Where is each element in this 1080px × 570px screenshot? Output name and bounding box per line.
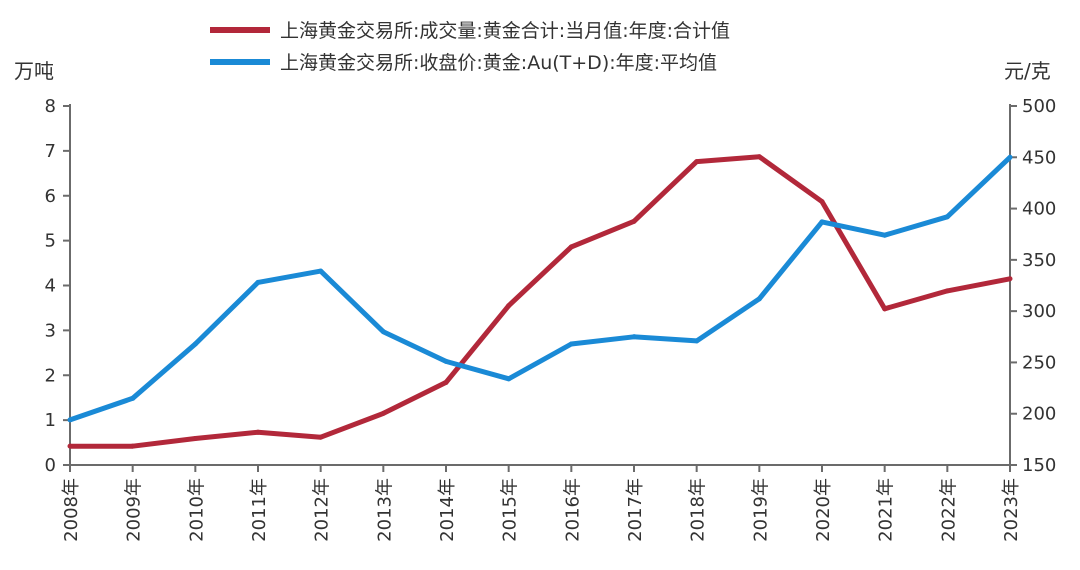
data-point-volume xyxy=(819,199,825,205)
legend-label-price: 上海黄金交易所:收盘价:黄金:Au(T+D):年度:平均值 xyxy=(280,52,717,74)
left-tick-label: 6 xyxy=(45,186,56,207)
data-point-price xyxy=(819,219,825,225)
data-point-volume xyxy=(944,288,950,294)
data-point-volume xyxy=(380,410,386,416)
legend: 上海黄金交易所:成交量:黄金合计:当月值:年度:合计值 上海黄金交易所:收盘价:… xyxy=(210,20,730,74)
right-tick-label: 300 xyxy=(1022,301,1056,322)
left-axis-unit: 万吨 xyxy=(14,59,54,83)
data-point-price xyxy=(1007,154,1013,160)
left-axis-ticks: 0 1 2 3 4 5 6 7 8 xyxy=(45,96,70,476)
data-point-price xyxy=(882,232,888,238)
x-axis-ticks: 2008年 2009年 2010年 2011年 2012年 2013年 2014年 2015年… xyxy=(61,465,1022,542)
x-tick-label: 2017年 xyxy=(625,478,646,542)
x-tick-label: 2020年 xyxy=(813,478,834,542)
data-point-volume xyxy=(506,303,512,309)
right-axis-ticks: 150 200 250 300 350 400 450 500 xyxy=(1010,96,1056,476)
left-tick-label: 2 xyxy=(45,365,56,386)
data-point-volume xyxy=(67,443,73,449)
data-point-volume xyxy=(882,306,888,312)
data-point-price xyxy=(631,334,637,340)
right-tick-label: 500 xyxy=(1022,96,1056,117)
data-point-price xyxy=(130,395,136,401)
x-tick-label: 2019年 xyxy=(750,478,771,542)
data-point-price xyxy=(67,417,73,423)
right-axis-unit: 元/克 xyxy=(1004,59,1051,83)
series-line-volume xyxy=(70,154,1011,449)
data-point-price xyxy=(756,296,762,302)
data-point-price xyxy=(944,214,950,220)
data-point-price xyxy=(506,376,512,382)
data-point-volume xyxy=(631,218,637,224)
data-point-volume xyxy=(1007,276,1013,282)
left-tick-label: 4 xyxy=(45,276,56,297)
x-tick-label: 2016年 xyxy=(562,478,583,542)
data-point-price xyxy=(380,329,386,335)
data-point-volume xyxy=(568,244,574,250)
series-layer xyxy=(67,154,1013,449)
data-point-volume xyxy=(130,443,136,449)
left-tick-label: 5 xyxy=(45,231,56,252)
x-tick-label: 2011年 xyxy=(249,478,270,542)
data-point-volume xyxy=(318,434,324,440)
x-tick-label: 2021年 xyxy=(876,478,897,542)
x-tick-label: 2012年 xyxy=(312,478,333,542)
data-point-volume xyxy=(756,154,762,160)
x-tick-label: 2014年 xyxy=(437,478,458,542)
right-tick-label: 200 xyxy=(1022,404,1056,425)
left-tick-label: 8 xyxy=(45,96,56,117)
right-tick-label: 250 xyxy=(1022,352,1056,373)
right-tick-label: 350 xyxy=(1022,250,1056,271)
data-point-price xyxy=(568,341,574,347)
x-tick-label: 2013年 xyxy=(374,478,395,542)
data-point-volume xyxy=(192,436,198,442)
right-tick-label: 400 xyxy=(1022,199,1056,220)
x-tick-label: 2010年 xyxy=(186,478,207,542)
data-point-price xyxy=(694,338,700,344)
right-tick-label: 150 xyxy=(1022,455,1056,476)
legend-label-volume: 上海黄金交易所:成交量:黄金合计:当月值:年度:合计值 xyxy=(280,20,730,42)
x-tick-label: 2023年 xyxy=(1001,478,1022,542)
x-tick-label: 2018年 xyxy=(688,478,709,542)
x-tick-label: 2015年 xyxy=(500,478,521,542)
x-tick-label: 2022年 xyxy=(938,478,959,542)
right-tick-label: 450 xyxy=(1022,147,1056,168)
left-tick-label: 1 xyxy=(45,410,56,431)
left-tick-label: 7 xyxy=(45,141,56,162)
left-tick-label: 0 xyxy=(45,455,56,476)
data-point-volume xyxy=(255,429,261,435)
data-point-price xyxy=(318,268,324,274)
x-tick-label: 2008年 xyxy=(61,478,82,542)
left-tick-label: 3 xyxy=(45,320,56,341)
data-point-volume xyxy=(443,379,449,385)
data-point-volume xyxy=(694,159,700,165)
data-point-price xyxy=(192,341,198,347)
data-point-price xyxy=(255,279,261,285)
series-line-price xyxy=(69,155,1012,423)
data-point-price xyxy=(443,358,449,364)
x-tick-label: 2009年 xyxy=(124,478,145,542)
